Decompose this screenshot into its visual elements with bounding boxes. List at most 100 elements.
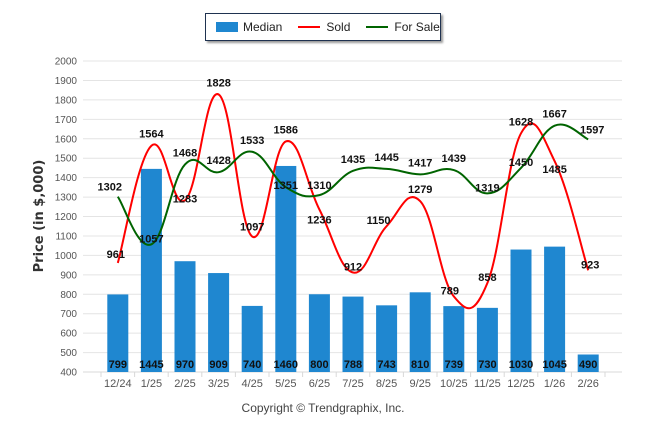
median-bar <box>140 168 162 372</box>
for-sale-data-label: 1302 <box>98 182 122 194</box>
median-bar-label: 810 <box>411 359 429 371</box>
y-tick-label: 700 <box>60 309 77 320</box>
median-bar <box>443 306 465 372</box>
median-bar <box>544 246 566 372</box>
y-tick-label: 500 <box>60 348 77 359</box>
y-tick-label: 2000 <box>55 57 78 68</box>
median-bar <box>409 292 431 372</box>
x-tick-label: 1/25 <box>141 378 162 390</box>
x-tick-label: 5/25 <box>275 378 296 390</box>
for-sale-data-label: 1439 <box>442 153 466 165</box>
sold-data-label: 1097 <box>240 222 264 234</box>
median-bar <box>510 249 532 372</box>
median-bar <box>342 296 364 372</box>
y-tick-label: 1100 <box>55 231 77 242</box>
median-bar-label: 1460 <box>274 359 298 371</box>
median-bar-label: 730 <box>478 359 496 371</box>
median-bar <box>577 354 599 372</box>
legend-item-for-sale[interactable]: For Sale <box>360 20 440 34</box>
y-tick-label: 1400 <box>55 173 78 184</box>
sold-data-label: 1628 <box>509 116 533 128</box>
legend-item-sold[interactable]: Sold <box>292 20 350 34</box>
y-tick-label: 1200 <box>55 212 78 223</box>
for-sale-data-label: 1417 <box>408 157 432 169</box>
for-sale-data-label: 1319 <box>475 182 499 194</box>
legend-item-median[interactable]: Median <box>216 20 282 34</box>
sold-data-label: 1586 <box>274 124 298 136</box>
y-tick-label: 1300 <box>55 193 78 204</box>
legend: Median Sold For Sale <box>205 13 441 41</box>
x-axis: 12/24 1/25 2/25 3/25 4/25 5/25 6/25 7/25 8/25 9/2… <box>83 371 622 390</box>
for-sale-data-label: 1667 <box>542 109 566 121</box>
median-bar-label: 490 <box>579 359 597 371</box>
x-tick-label: 1/26 <box>544 378 565 390</box>
copyright-text: Copyright © Trendgraphix, Inc. <box>241 401 405 415</box>
sold-data-label: 1150 <box>367 215 391 227</box>
legend-swatch-median <box>216 22 238 32</box>
sold-data-label: 789 <box>441 285 459 297</box>
for-sale-data-label: 1450 <box>509 157 533 169</box>
median-bar <box>476 307 498 372</box>
legend-label-median: Median <box>243 20 283 34</box>
median-bar-label: 739 <box>445 359 463 371</box>
sold-data-label: 1485 <box>542 164 566 176</box>
median-bar <box>208 273 230 372</box>
sold-data-label: 912 <box>344 261 362 273</box>
median-bar-label: 1445 <box>139 359 163 371</box>
median-bar-label: 799 <box>109 359 127 371</box>
legend-label-sold: Sold <box>326 20 351 34</box>
median-bar-label: 740 <box>243 359 261 371</box>
median-bar-label: 970 <box>176 359 194 371</box>
series-lines <box>116 93 590 310</box>
median-bar <box>308 294 330 372</box>
x-tick-label: 9/25 <box>409 378 430 390</box>
legend-label-for-sale: For Sale <box>394 20 440 34</box>
median-bar-label: 800 <box>310 359 328 371</box>
legend-swatch-for-sale <box>366 26 389 28</box>
sold-data-label: 1283 <box>173 193 197 205</box>
x-tick-label: 10/25 <box>440 378 468 390</box>
sold-data-label: 1279 <box>408 184 432 196</box>
median-bar <box>174 261 196 372</box>
y-tick-label: 400 <box>60 368 77 379</box>
y-tick-label: 1900 <box>55 76 78 87</box>
median-bar <box>107 294 129 372</box>
y-tick-label: 900 <box>60 270 77 281</box>
y-tick-label: 600 <box>60 329 77 340</box>
y-axis-ticks: 400 500 600 700 800 900 1000 1100 1200 1300 1400 15… <box>55 57 78 379</box>
y-axis-label: Price (in $,000) <box>32 160 47 273</box>
sold-data-label: 1236 <box>307 215 331 227</box>
median-bar-label: 1045 <box>542 359 566 371</box>
for-sale-data-label: 1351 <box>274 180 298 192</box>
sold-data-label: 961 <box>107 249 125 261</box>
sold-data-label: 858 <box>478 272 496 284</box>
median-bar-label: 909 <box>209 359 227 371</box>
median-bar-label: 1030 <box>509 359 533 371</box>
median-bar-label: 743 <box>377 359 395 371</box>
median-bar <box>241 305 263 372</box>
y-tick-label: 1500 <box>55 154 78 165</box>
for-sale-data-label: 1435 <box>341 154 365 166</box>
x-tick-label: 12/24 <box>104 378 132 390</box>
x-tick-label: 11/25 <box>474 378 501 390</box>
x-tick-label: 7/25 <box>342 378 363 390</box>
for-sale-data-label: 1310 <box>307 180 331 192</box>
median-bar <box>376 305 398 372</box>
x-tick-label: 4/25 <box>241 378 262 390</box>
for-sale-data-label: 1533 <box>240 135 264 147</box>
x-tick-label: 8/25 <box>376 378 397 390</box>
gridlines <box>83 60 622 373</box>
data-labels: 799 1445 970 909 740 1460 800 788 743 810 739 730 10… <box>98 77 605 371</box>
for-sale-data-label: 1057 <box>139 233 163 245</box>
y-tick-label: 1000 <box>55 251 78 262</box>
y-tick-label: 800 <box>60 290 77 301</box>
for-sale-data-label: 1445 <box>374 152 398 164</box>
for-sale-line <box>116 123 589 246</box>
for-sale-data-label: 1597 <box>580 124 604 136</box>
y-tick-label: 1600 <box>55 134 78 145</box>
median-bar <box>275 165 297 372</box>
x-tick-label: 12/25 <box>507 378 535 390</box>
y-tick-label: 1700 <box>55 115 78 126</box>
legend-swatch-sold <box>298 26 321 28</box>
